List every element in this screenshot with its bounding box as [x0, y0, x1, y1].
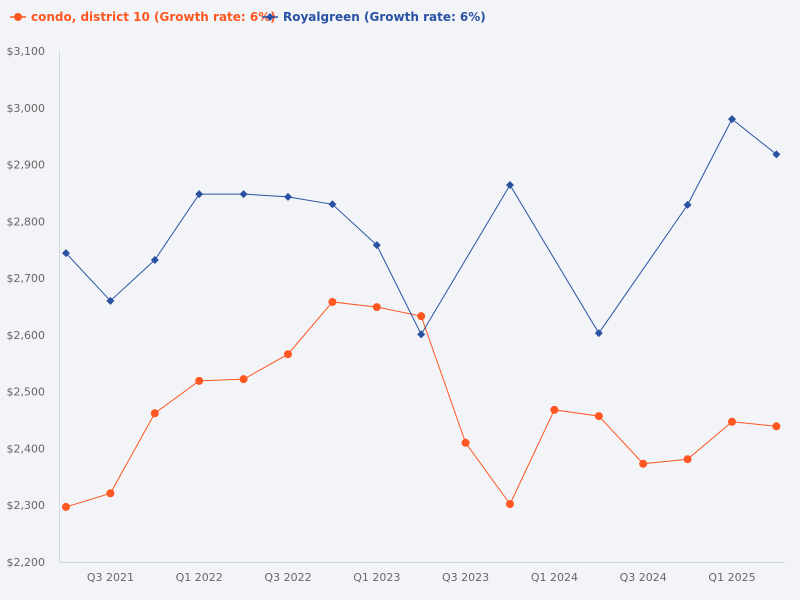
x-tick-label: Q3 2023	[442, 571, 489, 584]
data-point[interactable]	[284, 350, 292, 359]
x-tick-label: Q1 2022	[176, 571, 223, 584]
diamond-marker-icon	[266, 13, 274, 21]
circle-marker-icon	[14, 13, 22, 21]
data-point[interactable]	[683, 455, 692, 464]
data-point[interactable]	[550, 405, 559, 414]
data-point[interactable]	[461, 438, 470, 447]
y-tick-label: $3,000	[7, 102, 46, 115]
x-tick-label: Q3 2024	[620, 571, 667, 584]
y-tick-label: $2,600	[7, 329, 46, 342]
data-point[interactable]	[417, 330, 426, 339]
data-point[interactable]	[728, 115, 736, 124]
data-point[interactable]	[772, 422, 781, 431]
x-tick-label: Q3 2022	[264, 571, 311, 584]
legend-item-royalgreen[interactable]: Royalgreen (Growth rate: 6%)	[262, 10, 486, 24]
legend-label: Royalgreen (Growth rate: 6%)	[283, 10, 486, 24]
data-point[interactable]	[150, 409, 159, 418]
x-tick-label: Q3 2021	[87, 571, 134, 584]
legend: condo, district 10 (Growth rate: 6%) Roy…	[10, 10, 486, 24]
data-point[interactable]	[506, 500, 514, 509]
y-tick-label: $2,700	[7, 272, 46, 285]
data-point[interactable]	[284, 192, 292, 201]
x-tick-label: Q1 2025	[708, 571, 755, 584]
data-point[interactable]	[683, 200, 692, 209]
data-point[interactable]	[372, 241, 381, 250]
y-tick-label: $2,200	[7, 556, 46, 569]
data-point[interactable]	[372, 303, 381, 312]
data-point[interactable]	[239, 190, 248, 199]
series-line-1	[65, 118, 777, 336]
legend-label: condo, district 10 (Growth rate: 6%)	[31, 10, 276, 24]
data-point[interactable]	[328, 200, 337, 209]
data-point[interactable]	[594, 412, 603, 421]
y-tick-label: $2,500	[7, 386, 46, 399]
y-tick-label: $2,300	[7, 499, 46, 512]
x-tick-label: Q1 2024	[531, 571, 578, 584]
data-point[interactable]	[239, 375, 248, 384]
x-tick-label: Q1 2023	[353, 571, 400, 584]
y-tick-label: $2,900	[7, 159, 46, 172]
data-point[interactable]	[195, 376, 204, 385]
legend-item-condo[interactable]: condo, district 10 (Growth rate: 6%)	[10, 10, 276, 24]
y-tick-label: $2,400	[7, 442, 46, 455]
data-point[interactable]	[506, 180, 514, 189]
data-point[interactable]	[728, 417, 736, 426]
data-point[interactable]	[150, 255, 159, 264]
data-point[interactable]	[62, 249, 70, 258]
data-point[interactable]	[195, 190, 204, 199]
data-point[interactable]	[328, 297, 337, 306]
y-tick-label: $2,800	[7, 215, 46, 228]
data-point[interactable]	[639, 459, 648, 468]
data-point[interactable]	[594, 329, 603, 338]
data-point[interactable]	[106, 489, 115, 498]
y-tick-label: $3,100	[7, 45, 46, 58]
data-point[interactable]	[417, 312, 426, 321]
data-point[interactable]	[62, 502, 70, 511]
data-point[interactable]	[106, 296, 115, 305]
data-point[interactable]	[772, 150, 781, 159]
